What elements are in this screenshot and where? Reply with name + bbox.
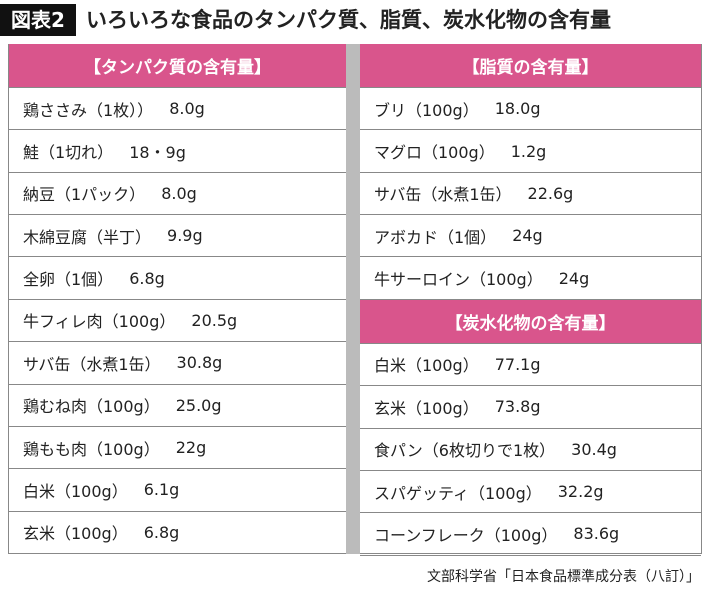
table-row: ブリ（100g） 18.0g	[360, 88, 701, 131]
food-name: 鮭（1切れ）	[23, 143, 114, 163]
table-row: 食パン（6枚切りで1枚） 30.4g	[360, 429, 701, 471]
food-name: 鶏むね肉（100g）	[23, 397, 160, 417]
section-heading: 【脂質の含有量】	[360, 44, 701, 88]
food-name: 木綿豆腐（半丁）	[23, 227, 152, 247]
amount: 22.6g	[527, 183, 574, 203]
table-row: 木綿豆腐（半丁） 9.9g	[9, 215, 346, 258]
amount: 20.5g	[191, 310, 238, 330]
table-row: マグロ（100g） 1.2g	[360, 130, 701, 173]
table-row: 鮭（1切れ） 18・9g	[9, 130, 346, 173]
table-row: 全卵（1個） 6.8g	[9, 257, 346, 300]
food-name: 白米（100g）	[23, 481, 128, 501]
amount: 6.8g	[129, 268, 165, 288]
food-name: 牛フィレ肉（100g）	[23, 312, 176, 332]
amount: 77.1g	[494, 354, 541, 374]
column-divider	[346, 44, 360, 554]
figure-label: 図表2	[0, 4, 76, 36]
food-name: サバ缶（水煮1缶）	[374, 185, 512, 205]
table-row: 玄米（100g） 6.8g	[9, 512, 346, 554]
amount: 18.0g	[494, 99, 541, 119]
food-name: 玄米（100g）	[23, 524, 128, 544]
table-row: コーンフレーク（100g） 83.6g	[360, 513, 701, 556]
table-row: 玄米（100g） 73.8g	[360, 386, 701, 429]
table-row: 牛フィレ肉（100g） 20.5g	[9, 300, 346, 343]
food-name: 玄米（100g）	[374, 398, 479, 418]
table-row: 白米（100g） 77.1g	[360, 344, 701, 387]
table-row: 白米（100g） 6.1g	[9, 469, 346, 512]
source: 文部科学省「日本食品標準成分表（八訂）」	[427, 569, 700, 585]
section-heading: 【タンパク質の含有量】	[9, 44, 346, 88]
food-name: 全卵（1個）	[23, 270, 114, 290]
food-name: ブリ（100g）	[374, 100, 479, 120]
food-name: マグロ（100g）	[374, 143, 495, 163]
table-row: 鶏ささみ（1枚）） 8.0g	[9, 88, 346, 131]
food-name: スパゲッティ（100g）	[374, 483, 542, 503]
title: いろいろな食品のタンパク質、脂質、炭水化物の含有量	[86, 8, 611, 32]
food-name: コーンフレーク（100g）	[374, 525, 558, 545]
amount: 8.0g	[169, 99, 205, 119]
amount: 30.4g	[571, 439, 617, 459]
section-heading: 【炭水化物の含有量】	[360, 299, 701, 344]
food-name: 牛サーロイン（100g）	[374, 270, 543, 290]
amount: 6.8g	[143, 522, 180, 542]
table-row: 鶏もも肉（100g） 22g	[9, 427, 346, 470]
amount: 6.1g	[143, 480, 180, 500]
food-name: 鶏ささみ（1枚））	[23, 100, 154, 120]
food-name: 納豆（1パック）	[23, 185, 146, 205]
table-row: サバ缶（水煮1缶） 30.8g	[9, 342, 346, 385]
table-row: 鶏むね肉（100g） 25.0g	[9, 385, 346, 427]
table-row: アボカド（1個） 24g	[360, 215, 701, 258]
amount: 83.6g	[573, 524, 620, 544]
table-row: スパゲッティ（100g） 32.2g	[360, 471, 701, 514]
amount: 18・9g	[129, 143, 186, 163]
table-row: 納豆（1パック） 8.0g	[9, 173, 346, 216]
food-name: 食パン（6枚切りで1枚）	[374, 441, 556, 461]
food-name: 鶏もも肉（100g）	[23, 439, 160, 459]
amount: 32.2g	[557, 482, 604, 502]
food-name: 白米（100g）	[374, 356, 479, 376]
amount: 22g	[175, 438, 207, 458]
amount: 1.2g	[510, 141, 547, 161]
amount: 8.0g	[161, 183, 197, 203]
amount: 25.0g	[175, 395, 222, 415]
table-row: サバ缶（水煮1缶） 22.6g	[360, 173, 701, 216]
table-row: 牛サーロイン（100g） 24g	[360, 257, 701, 300]
amount: 9.9g	[167, 226, 203, 246]
amount: 24g	[558, 268, 590, 288]
amount: 24g	[512, 226, 543, 246]
amount: 73.8g	[494, 397, 541, 417]
amount: 30.8g	[176, 353, 223, 373]
food-name: アボカド（1個）	[374, 227, 497, 247]
food-name: サバ缶（水煮1缶）	[23, 354, 161, 374]
